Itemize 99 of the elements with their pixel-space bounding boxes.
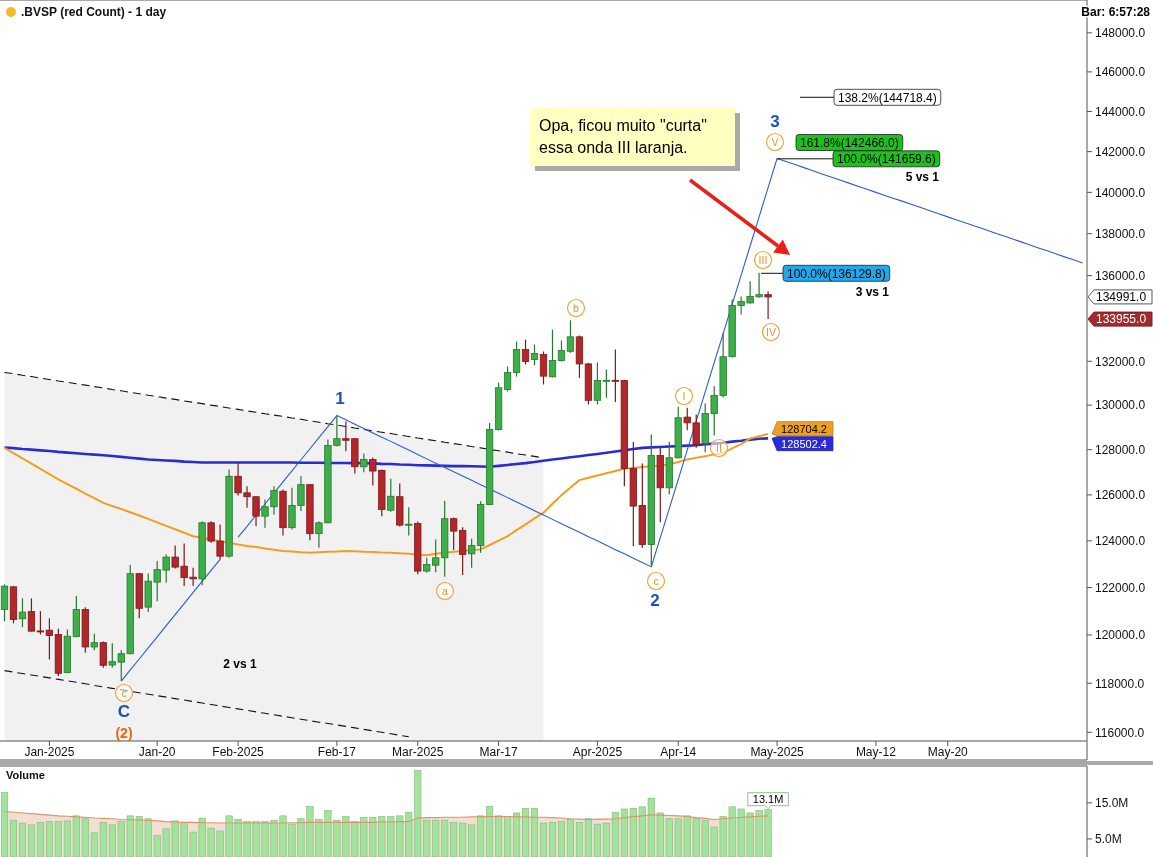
candlestick — [593, 362, 602, 406]
x-tick-label: Mar-2025 — [392, 745, 444, 759]
x-tick-label: May-2025 — [750, 745, 805, 759]
y-tick-label: 5.0M — [1095, 832, 1122, 847]
annotation: IV — [766, 326, 776, 338]
chart-title: .BVSP (red Count) - 1 day — [21, 5, 167, 19]
x-tick-label: Apr-2025 — [572, 745, 623, 759]
candlestick — [530, 344, 539, 367]
bar — [548, 822, 557, 857]
candlestick — [18, 597, 27, 628]
data-label: 128704.2 — [781, 422, 827, 435]
bar — [575, 822, 583, 857]
candlestick — [512, 340, 521, 378]
bar — [584, 818, 592, 857]
y-tick-label: 136000.0 — [1095, 268, 1146, 283]
x-tick-label: Jan-20 — [138, 745, 176, 759]
candlestick — [27, 597, 36, 632]
y-tick-label: 120000.0 — [1095, 628, 1146, 643]
candlestick — [557, 339, 566, 363]
x-tick-label: May-20 — [927, 745, 969, 759]
x-tick-label: Apr-14 — [660, 745, 697, 759]
x-tick-label: Feb-2025 — [212, 745, 265, 759]
candlestick — [36, 610, 45, 636]
candlestick — [548, 328, 557, 379]
bar — [557, 821, 565, 857]
y-tick-label: 146000.0 — [1095, 65, 1146, 80]
y-tick-label: 118000.0 — [1095, 676, 1145, 691]
y-tick-label: 130000.0 — [1095, 398, 1146, 413]
bar — [513, 812, 521, 857]
bar — [566, 819, 574, 857]
candlestick — [521, 339, 530, 366]
bar — [504, 816, 512, 857]
bar — [0, 792, 9, 857]
annotation: Opa, ficou muito "curta" essa onda III laranja. — [539, 117, 707, 156]
annotation: 3 vs 1 — [855, 285, 890, 299]
y-tick-label: 128000.0 — [1095, 442, 1146, 457]
annotation: 2 vs 1 — [223, 657, 257, 671]
x-tick-label: Feb-17 — [317, 745, 357, 759]
candlestick — [387, 478, 395, 513]
bar — [539, 822, 548, 857]
annotation: 138.2%(144718.4) — [838, 90, 937, 105]
y-tick-label: 144000.0 — [1095, 104, 1146, 119]
bar — [36, 822, 44, 857]
annotation: 161.8%(142466.0) — [800, 135, 899, 150]
data-label: 128502.4 — [781, 437, 827, 450]
annotation: 2 — [650, 590, 660, 610]
y-tick-label: 140000.0 — [1095, 185, 1146, 200]
annotation: 100.0%(141659.6) — [837, 152, 936, 167]
bar — [495, 815, 503, 857]
y-tick-label: 124000.0 — [1095, 534, 1146, 549]
annotation: c — [653, 575, 659, 587]
bar — [530, 807, 539, 857]
y-tick-label: 132000.0 — [1095, 354, 1146, 369]
y-tick-label: 142000.0 — [1095, 144, 1146, 159]
y-tick-label: 138000.0 — [1095, 226, 1146, 241]
bar — [522, 807, 530, 857]
line-series — [3, 432, 770, 557]
text: 134991.0 — [1096, 290, 1147, 305]
candlestick — [764, 290, 772, 320]
candlestick — [566, 319, 575, 354]
annotation: 3 — [770, 111, 780, 131]
annotation: b — [573, 302, 580, 314]
bar — [593, 823, 601, 857]
bar — [9, 819, 18, 857]
candlestick — [539, 350, 548, 386]
annotation: II — [716, 442, 722, 454]
annotation: Bar: 6:57:28 — [1081, 5, 1151, 19]
y-tick-label: 122000.0 — [1095, 580, 1146, 595]
x-tick-label: Mar-17 — [479, 745, 518, 759]
annotation: C — [117, 701, 131, 721]
candlestick — [602, 368, 611, 399]
y-tick-label: 126000.0 — [1095, 488, 1146, 503]
bar — [486, 806, 494, 857]
bar — [18, 822, 26, 857]
annotation: 1 — [335, 388, 345, 408]
candlestick — [99, 640, 107, 669]
candlestick — [45, 617, 54, 661]
y-tick-label: 148000.0 — [1095, 26, 1146, 41]
annotation: 5 vs 1 — [905, 170, 940, 184]
candlestick — [0, 583, 9, 622]
candlestick — [503, 365, 512, 393]
bar — [27, 824, 35, 857]
chart-title: Volume — [6, 769, 45, 781]
x-tick-label: May-12 — [855, 745, 897, 759]
annotation: c — [121, 687, 127, 699]
candlestick — [405, 506, 413, 537]
annotation: (2) — [115, 725, 133, 741]
annotation: III — [758, 254, 768, 266]
annotation: V — [771, 136, 779, 148]
y-tick-label: 15.0M — [1095, 796, 1129, 811]
y-tick-label: 116000.0 — [1095, 725, 1145, 740]
annotation: a — [442, 585, 449, 597]
annotation: 100.0%(136129.8) — [787, 266, 886, 281]
x-tick-label: Jan-2025 — [24, 745, 75, 759]
annotation: I — [682, 390, 686, 402]
data-label: 13.1M — [752, 793, 784, 806]
candlestick — [360, 452, 368, 473]
bar — [45, 821, 53, 857]
text: 133955.0 — [1096, 312, 1147, 327]
